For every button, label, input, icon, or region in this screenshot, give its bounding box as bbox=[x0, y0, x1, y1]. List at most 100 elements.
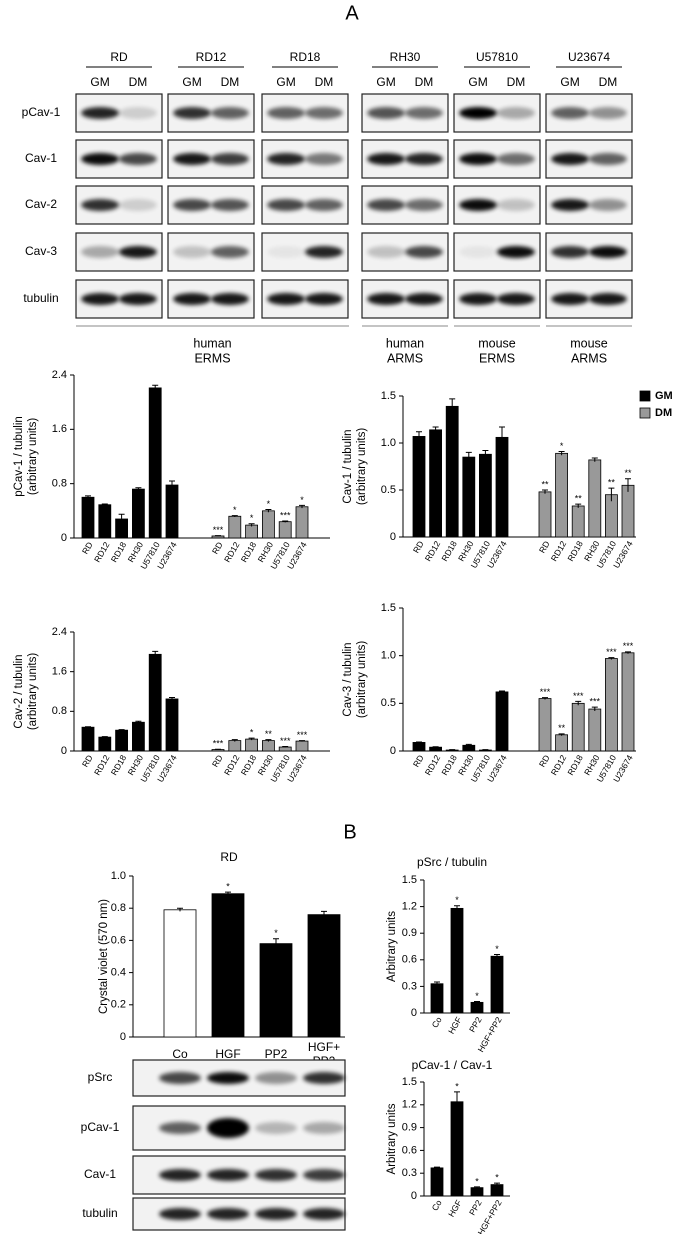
significance-label: *** bbox=[213, 525, 224, 535]
blot-band bbox=[210, 246, 249, 258]
blot-band bbox=[404, 199, 443, 211]
error-bar bbox=[152, 650, 159, 658]
blot-band bbox=[551, 153, 590, 165]
bar bbox=[278, 521, 292, 539]
error-bar bbox=[118, 513, 125, 524]
blot-band bbox=[118, 107, 157, 119]
blot-band bbox=[459, 246, 498, 258]
error-bar bbox=[434, 981, 440, 986]
condition-label: DM bbox=[507, 75, 526, 89]
significance-label: * bbox=[495, 1172, 499, 1182]
error-bar bbox=[231, 739, 238, 742]
significance-label: ** bbox=[541, 479, 549, 489]
y-tick-label: 1.5 bbox=[381, 390, 396, 402]
y-axis-label: pCav-1 / tubulin (arbitrary units) bbox=[13, 416, 39, 497]
x-tick-label: RD bbox=[537, 539, 552, 555]
x-tick-label: RD12 bbox=[222, 540, 242, 564]
blot-row-label: pCav-1 bbox=[81, 1120, 120, 1134]
group-label: human ARMS bbox=[386, 337, 424, 366]
blot-band bbox=[81, 199, 120, 211]
blot-band bbox=[551, 199, 590, 211]
x-tick-label: PP2 bbox=[467, 1198, 484, 1217]
blot-band bbox=[404, 153, 443, 165]
y-tick-label: 0.3 bbox=[402, 980, 417, 992]
blot-band bbox=[304, 107, 343, 119]
x-tick-label: PP2 bbox=[265, 1047, 288, 1061]
blot-band bbox=[588, 293, 627, 305]
blot-band bbox=[173, 293, 212, 305]
blot-band bbox=[173, 153, 212, 165]
error-bar bbox=[625, 478, 631, 492]
x-tick-label: RD bbox=[210, 540, 225, 556]
blot-band bbox=[81, 153, 120, 165]
bar bbox=[295, 506, 309, 539]
error-bar bbox=[499, 426, 505, 448]
x-tick-label: HGF bbox=[446, 1015, 464, 1036]
group-label: human ERMS bbox=[193, 337, 231, 366]
bar bbox=[98, 504, 112, 539]
cell-line-label: U57810 bbox=[476, 50, 518, 64]
blot-band bbox=[159, 1208, 201, 1220]
error-bar bbox=[299, 740, 305, 742]
x-tick-label: RD12 bbox=[92, 753, 112, 777]
legend-swatch bbox=[639, 390, 651, 402]
blot-band bbox=[304, 293, 343, 305]
y-axis-label: Cav-3 / tubulin (arbitrary units) bbox=[342, 641, 368, 718]
error-bar bbox=[558, 450, 565, 456]
blot-band bbox=[496, 293, 535, 305]
error-bar bbox=[321, 910, 327, 918]
blot-band bbox=[118, 199, 157, 211]
blot-band bbox=[404, 293, 443, 305]
y-axis-label: Arbitrary units bbox=[386, 1103, 398, 1174]
error-bar bbox=[575, 503, 582, 508]
bar bbox=[495, 691, 509, 752]
blot-band bbox=[496, 246, 535, 258]
x-tick-label: Co bbox=[430, 1198, 444, 1213]
error-bar bbox=[449, 749, 456, 751]
blot-row-label: tubulin bbox=[23, 291, 58, 305]
y-tick-label: 0.6 bbox=[402, 1144, 417, 1156]
error-bar bbox=[542, 489, 548, 494]
bar bbox=[163, 909, 197, 1038]
condition-label: GM bbox=[468, 75, 487, 89]
y-tick-label: 1.6 bbox=[52, 666, 67, 678]
error-bar bbox=[494, 953, 500, 959]
blot-band bbox=[159, 1072, 201, 1084]
x-tick-label: RD18 bbox=[439, 753, 459, 777]
blot-band bbox=[404, 107, 443, 119]
blot-row-label: Cav-3 bbox=[25, 244, 57, 258]
bar bbox=[245, 524, 259, 539]
y-tick-label: 0.8 bbox=[111, 902, 126, 914]
blot-band bbox=[459, 153, 498, 165]
y-tick-label: 0.6 bbox=[111, 934, 126, 946]
y-tick-label: 1.5 bbox=[381, 602, 396, 614]
significance-label: * bbox=[300, 495, 304, 505]
blot-band bbox=[267, 199, 306, 211]
bar bbox=[470, 1001, 484, 1014]
bar bbox=[228, 515, 242, 539]
x-tick-label: RD bbox=[80, 753, 95, 769]
bar bbox=[538, 491, 552, 538]
x-tick-label: RD18 bbox=[239, 753, 259, 777]
bar bbox=[81, 496, 95, 539]
error-bar bbox=[215, 535, 221, 537]
significance-label: ** bbox=[575, 493, 583, 503]
x-tick-label: RD18 bbox=[565, 753, 585, 777]
y-tick-label: 1.5 bbox=[402, 1076, 417, 1088]
bar bbox=[131, 488, 145, 539]
bar bbox=[571, 505, 585, 538]
blot-band bbox=[404, 246, 443, 258]
blot-band bbox=[255, 1122, 297, 1134]
y-tick-label: 0.6 bbox=[402, 954, 417, 966]
blot-row-label: pSrc bbox=[88, 1070, 113, 1084]
error-bar bbox=[248, 737, 255, 741]
error-bar bbox=[225, 891, 231, 896]
y-axis-label: Cav-1 / tubulin (arbitrary units) bbox=[342, 428, 368, 505]
error-bar bbox=[499, 690, 505, 693]
blot-band bbox=[267, 246, 306, 258]
error-bar bbox=[135, 720, 142, 724]
significance-label: * bbox=[250, 727, 254, 737]
error-bar bbox=[474, 1186, 480, 1189]
blot-band bbox=[551, 246, 590, 258]
blot-row-label: Cav-1 bbox=[84, 1167, 116, 1181]
